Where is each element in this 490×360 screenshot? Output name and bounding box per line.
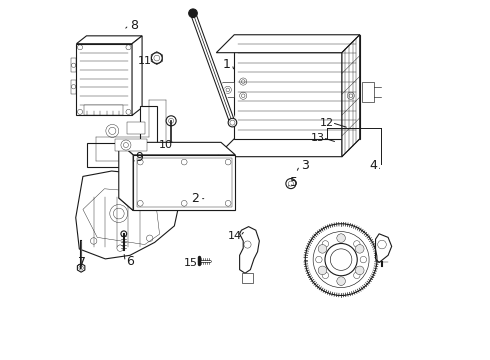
Text: 7: 7 bbox=[78, 256, 86, 269]
Polygon shape bbox=[375, 234, 392, 262]
Text: 15: 15 bbox=[184, 258, 198, 268]
Polygon shape bbox=[119, 142, 235, 155]
Circle shape bbox=[166, 116, 176, 126]
Text: 1: 1 bbox=[223, 58, 231, 71]
Polygon shape bbox=[87, 107, 157, 167]
Polygon shape bbox=[216, 35, 360, 53]
Circle shape bbox=[121, 231, 126, 237]
Circle shape bbox=[337, 234, 345, 242]
Polygon shape bbox=[71, 80, 76, 94]
Polygon shape bbox=[76, 171, 178, 259]
Polygon shape bbox=[126, 122, 145, 134]
Text: 6: 6 bbox=[126, 255, 134, 268]
Text: 4: 4 bbox=[369, 159, 377, 172]
Text: 9: 9 bbox=[135, 151, 143, 164]
Polygon shape bbox=[84, 105, 123, 116]
Polygon shape bbox=[76, 44, 132, 116]
Circle shape bbox=[318, 266, 327, 275]
Polygon shape bbox=[234, 35, 360, 139]
Polygon shape bbox=[362, 82, 374, 102]
Circle shape bbox=[286, 179, 296, 189]
Circle shape bbox=[355, 244, 364, 253]
Circle shape bbox=[228, 118, 237, 127]
Text: 2: 2 bbox=[191, 192, 199, 205]
Polygon shape bbox=[119, 198, 235, 211]
Polygon shape bbox=[342, 35, 360, 157]
Text: 8: 8 bbox=[130, 19, 138, 32]
Circle shape bbox=[151, 53, 162, 63]
Polygon shape bbox=[115, 139, 147, 151]
Polygon shape bbox=[76, 36, 142, 44]
Polygon shape bbox=[216, 139, 360, 157]
Polygon shape bbox=[240, 226, 259, 273]
Text: 13: 13 bbox=[311, 133, 325, 143]
Polygon shape bbox=[119, 142, 133, 211]
Circle shape bbox=[337, 277, 345, 285]
Text: 14: 14 bbox=[228, 231, 243, 241]
Text: 10: 10 bbox=[159, 140, 173, 150]
Polygon shape bbox=[221, 82, 234, 97]
Polygon shape bbox=[242, 273, 253, 283]
Polygon shape bbox=[71, 58, 76, 72]
Text: 12: 12 bbox=[319, 118, 334, 128]
Circle shape bbox=[189, 9, 197, 18]
Polygon shape bbox=[133, 155, 235, 211]
Text: 3: 3 bbox=[300, 159, 309, 172]
Circle shape bbox=[318, 244, 327, 253]
Polygon shape bbox=[77, 264, 85, 272]
Circle shape bbox=[355, 266, 364, 275]
Text: 5: 5 bbox=[291, 176, 298, 189]
Polygon shape bbox=[132, 36, 142, 116]
Text: 11: 11 bbox=[138, 56, 151, 66]
